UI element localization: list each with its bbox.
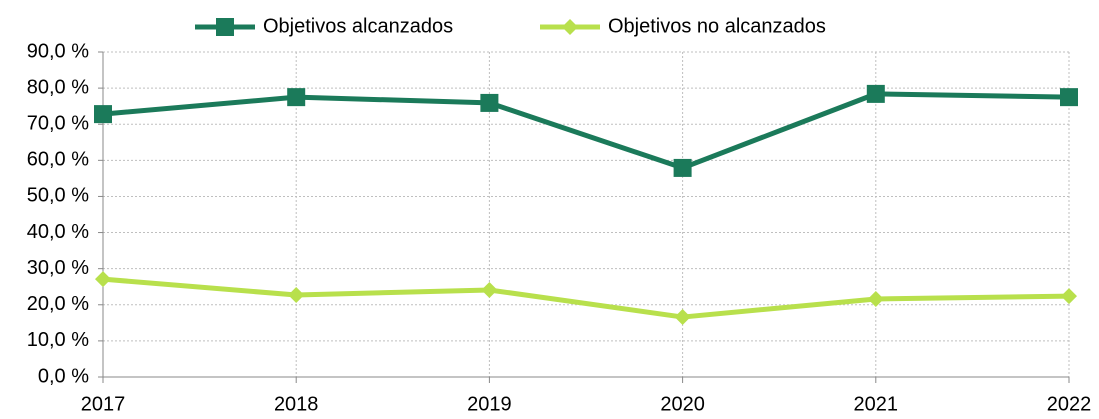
marker: [287, 88, 306, 107]
marker: [562, 19, 578, 35]
marker: [673, 158, 692, 177]
marker: [480, 93, 499, 112]
marker: [1060, 88, 1078, 107]
y-tick-label: 50,0 %: [27, 185, 89, 207]
marker: [674, 309, 691, 326]
marker: [288, 287, 305, 304]
y-tick-label: 10,0 %: [27, 329, 89, 351]
y-tick-label: 40,0 %: [27, 221, 89, 243]
x-tick-label: 2019: [467, 393, 512, 415]
x-tick-label: 2022: [1047, 393, 1092, 415]
legend-label: Objetivos alcanzados: [263, 15, 453, 37]
y-tick-label: 70,0 %: [27, 113, 89, 135]
marker: [867, 291, 884, 307]
marker: [1061, 288, 1077, 305]
legend-label: Objetivos no alcanzados: [608, 15, 826, 37]
marker: [481, 281, 498, 298]
series-line: [102, 91, 1070, 171]
marker: [866, 84, 885, 103]
y-tick-label: 80,0 %: [27, 76, 89, 98]
x-tick-label: 2018: [274, 393, 319, 415]
series-line: [102, 276, 1070, 320]
y-tick-label: 90,0 %: [27, 40, 89, 62]
marker: [95, 271, 111, 288]
marker: [94, 105, 112, 124]
x-tick-label: 2021: [854, 393, 899, 415]
y-tick-label: 20,0 %: [27, 293, 89, 315]
y-tick-label: 30,0 %: [27, 257, 89, 279]
y-tick-label: 0,0 %: [38, 365, 89, 387]
y-tick-label: 60,0 %: [27, 149, 89, 171]
x-tick-label: 2017: [81, 393, 126, 415]
x-tick-label: 2020: [660, 393, 705, 415]
marker: [216, 18, 234, 36]
